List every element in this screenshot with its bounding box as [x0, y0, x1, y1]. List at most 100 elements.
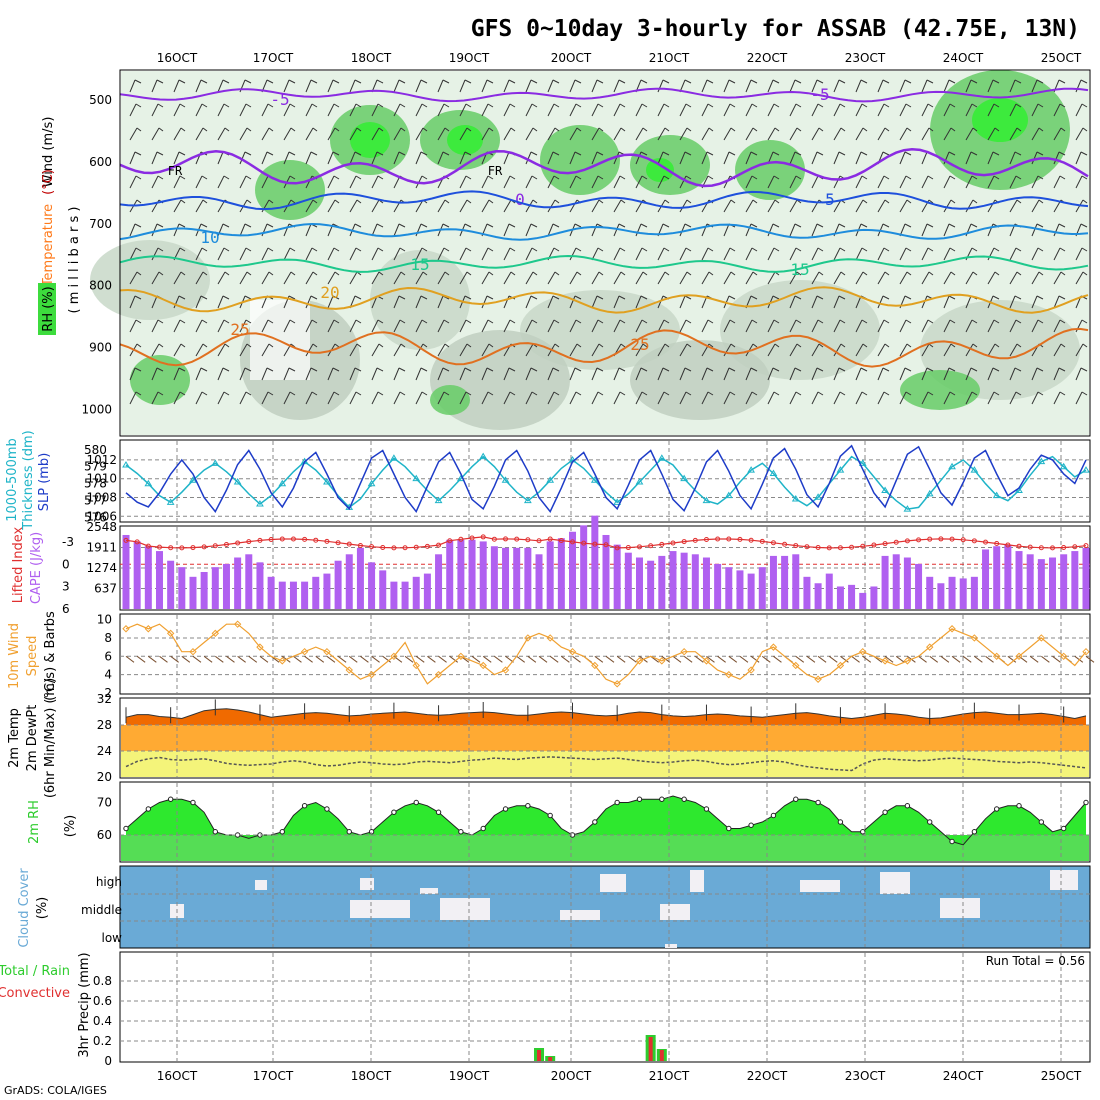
thickness-point [836, 466, 845, 473]
slp-tick: 1012 [86, 453, 117, 467]
wind-barb [1053, 103, 1061, 117]
wind-barb-flag [156, 79, 164, 84]
wind-barb [679, 199, 688, 213]
wind-barb-flag [1016, 127, 1022, 132]
wind-barb-flag [224, 343, 230, 348]
wind-barb [833, 271, 842, 285]
wind-barb-flag [333, 175, 340, 180]
wind-barb-flag [1059, 175, 1066, 180]
wind-barb [701, 319, 709, 333]
wind-barb-flag [354, 151, 362, 156]
wind-barb-flag [268, 271, 274, 276]
wind-barb [965, 271, 974, 285]
wind-barb-flag [421, 391, 428, 396]
wind-barb [481, 127, 490, 141]
wind-barb-flag [816, 295, 824, 300]
contour-line [119, 327, 1089, 368]
wind-barb [1053, 391, 1061, 405]
slp-label: SLP (mb) [37, 453, 52, 512]
wind-barb-flag [509, 391, 516, 396]
wind-barb-flag [509, 319, 516, 324]
wind-barb-flag [928, 343, 934, 348]
wind10-barb [337, 655, 347, 663]
wind-barb-flag [1082, 127, 1088, 132]
wind-barb-flag [926, 367, 934, 372]
wind-barb [437, 127, 446, 141]
wind-barb [217, 151, 224, 165]
wind-barb-flag [486, 367, 494, 372]
wind-barb [965, 103, 973, 117]
wind-barb-flag [466, 271, 472, 276]
temp-line [125, 708, 1087, 720]
li-tick: -3 [62, 535, 74, 549]
wind-barb-flag [1036, 295, 1044, 300]
wind-barb-flag [442, 151, 450, 156]
cape-bar [278, 581, 286, 609]
wind-barb [943, 271, 952, 285]
wind10-point [166, 629, 175, 638]
wind-barb-flag [1059, 319, 1066, 324]
wind-barb [173, 199, 182, 213]
wind-barb-flag [906, 127, 912, 132]
wind10-barb [237, 655, 246, 663]
wind-barb [789, 367, 796, 381]
wind-barb-flag [1080, 367, 1088, 372]
wind-barb-flag [156, 223, 164, 228]
wind-barb [481, 199, 490, 213]
rh-point [212, 829, 219, 835]
wind-barb-flag [774, 199, 780, 204]
thickness-point [523, 496, 532, 504]
wind-barb [943, 223, 950, 237]
wind-barb-flag [708, 343, 714, 348]
wind-barb [1075, 151, 1082, 165]
wind-barb [261, 175, 269, 189]
wind-barb [1053, 151, 1060, 165]
wind-barb [261, 247, 269, 261]
wind-barb [371, 271, 380, 285]
wind-barb [745, 271, 754, 285]
wind-barb [415, 391, 423, 405]
cape-bar [155, 551, 163, 609]
wind-barb [525, 343, 534, 357]
lifted-index-point [592, 541, 598, 547]
wind-barb [415, 319, 423, 333]
wind-barb-flag [487, 247, 494, 252]
rh-point [279, 829, 285, 835]
bottom-date-label: 23OCT [845, 1069, 886, 1083]
cape-bar [479, 541, 487, 609]
wind10-barb [985, 655, 994, 663]
wind-barb [921, 127, 930, 141]
wind-barb-flag [750, 223, 758, 228]
wind-barb-flag [312, 343, 318, 348]
wind-barb [723, 127, 732, 141]
wind-barb-flag [640, 223, 648, 228]
temp2m-label-2: 2m DewPt [25, 705, 40, 772]
wind-barb-flag [619, 103, 626, 108]
lifted-index-point [904, 538, 910, 544]
wind-barb-flag [333, 319, 340, 324]
wind-barb-flag [1014, 367, 1022, 372]
wind-barb-flag [905, 319, 912, 324]
lifted-index-point [357, 543, 363, 549]
wind-barb [987, 367, 994, 381]
cape-bar [1049, 557, 1057, 609]
cape-bar [1037, 559, 1045, 609]
thickness-tick: 578 [84, 477, 107, 491]
wind10-line [125, 623, 1087, 685]
wind-barb-flag [464, 295, 472, 300]
wind10-barb [706, 655, 715, 663]
wind-barb-flag [663, 247, 670, 252]
wind10-point [211, 629, 220, 638]
contour-line [119, 254, 1089, 273]
cloud-patch [880, 872, 910, 894]
wind-barb [1053, 271, 1062, 285]
wind-barb-flag [356, 127, 362, 132]
wind-barb-flag [134, 79, 142, 84]
wind10-point [345, 666, 353, 674]
wind-barb [1075, 175, 1083, 189]
rh-patch [370, 250, 470, 350]
wind-barb [767, 199, 776, 213]
wind-barb [855, 319, 863, 333]
wind-barb [965, 127, 974, 141]
wind10-point [479, 661, 487, 670]
